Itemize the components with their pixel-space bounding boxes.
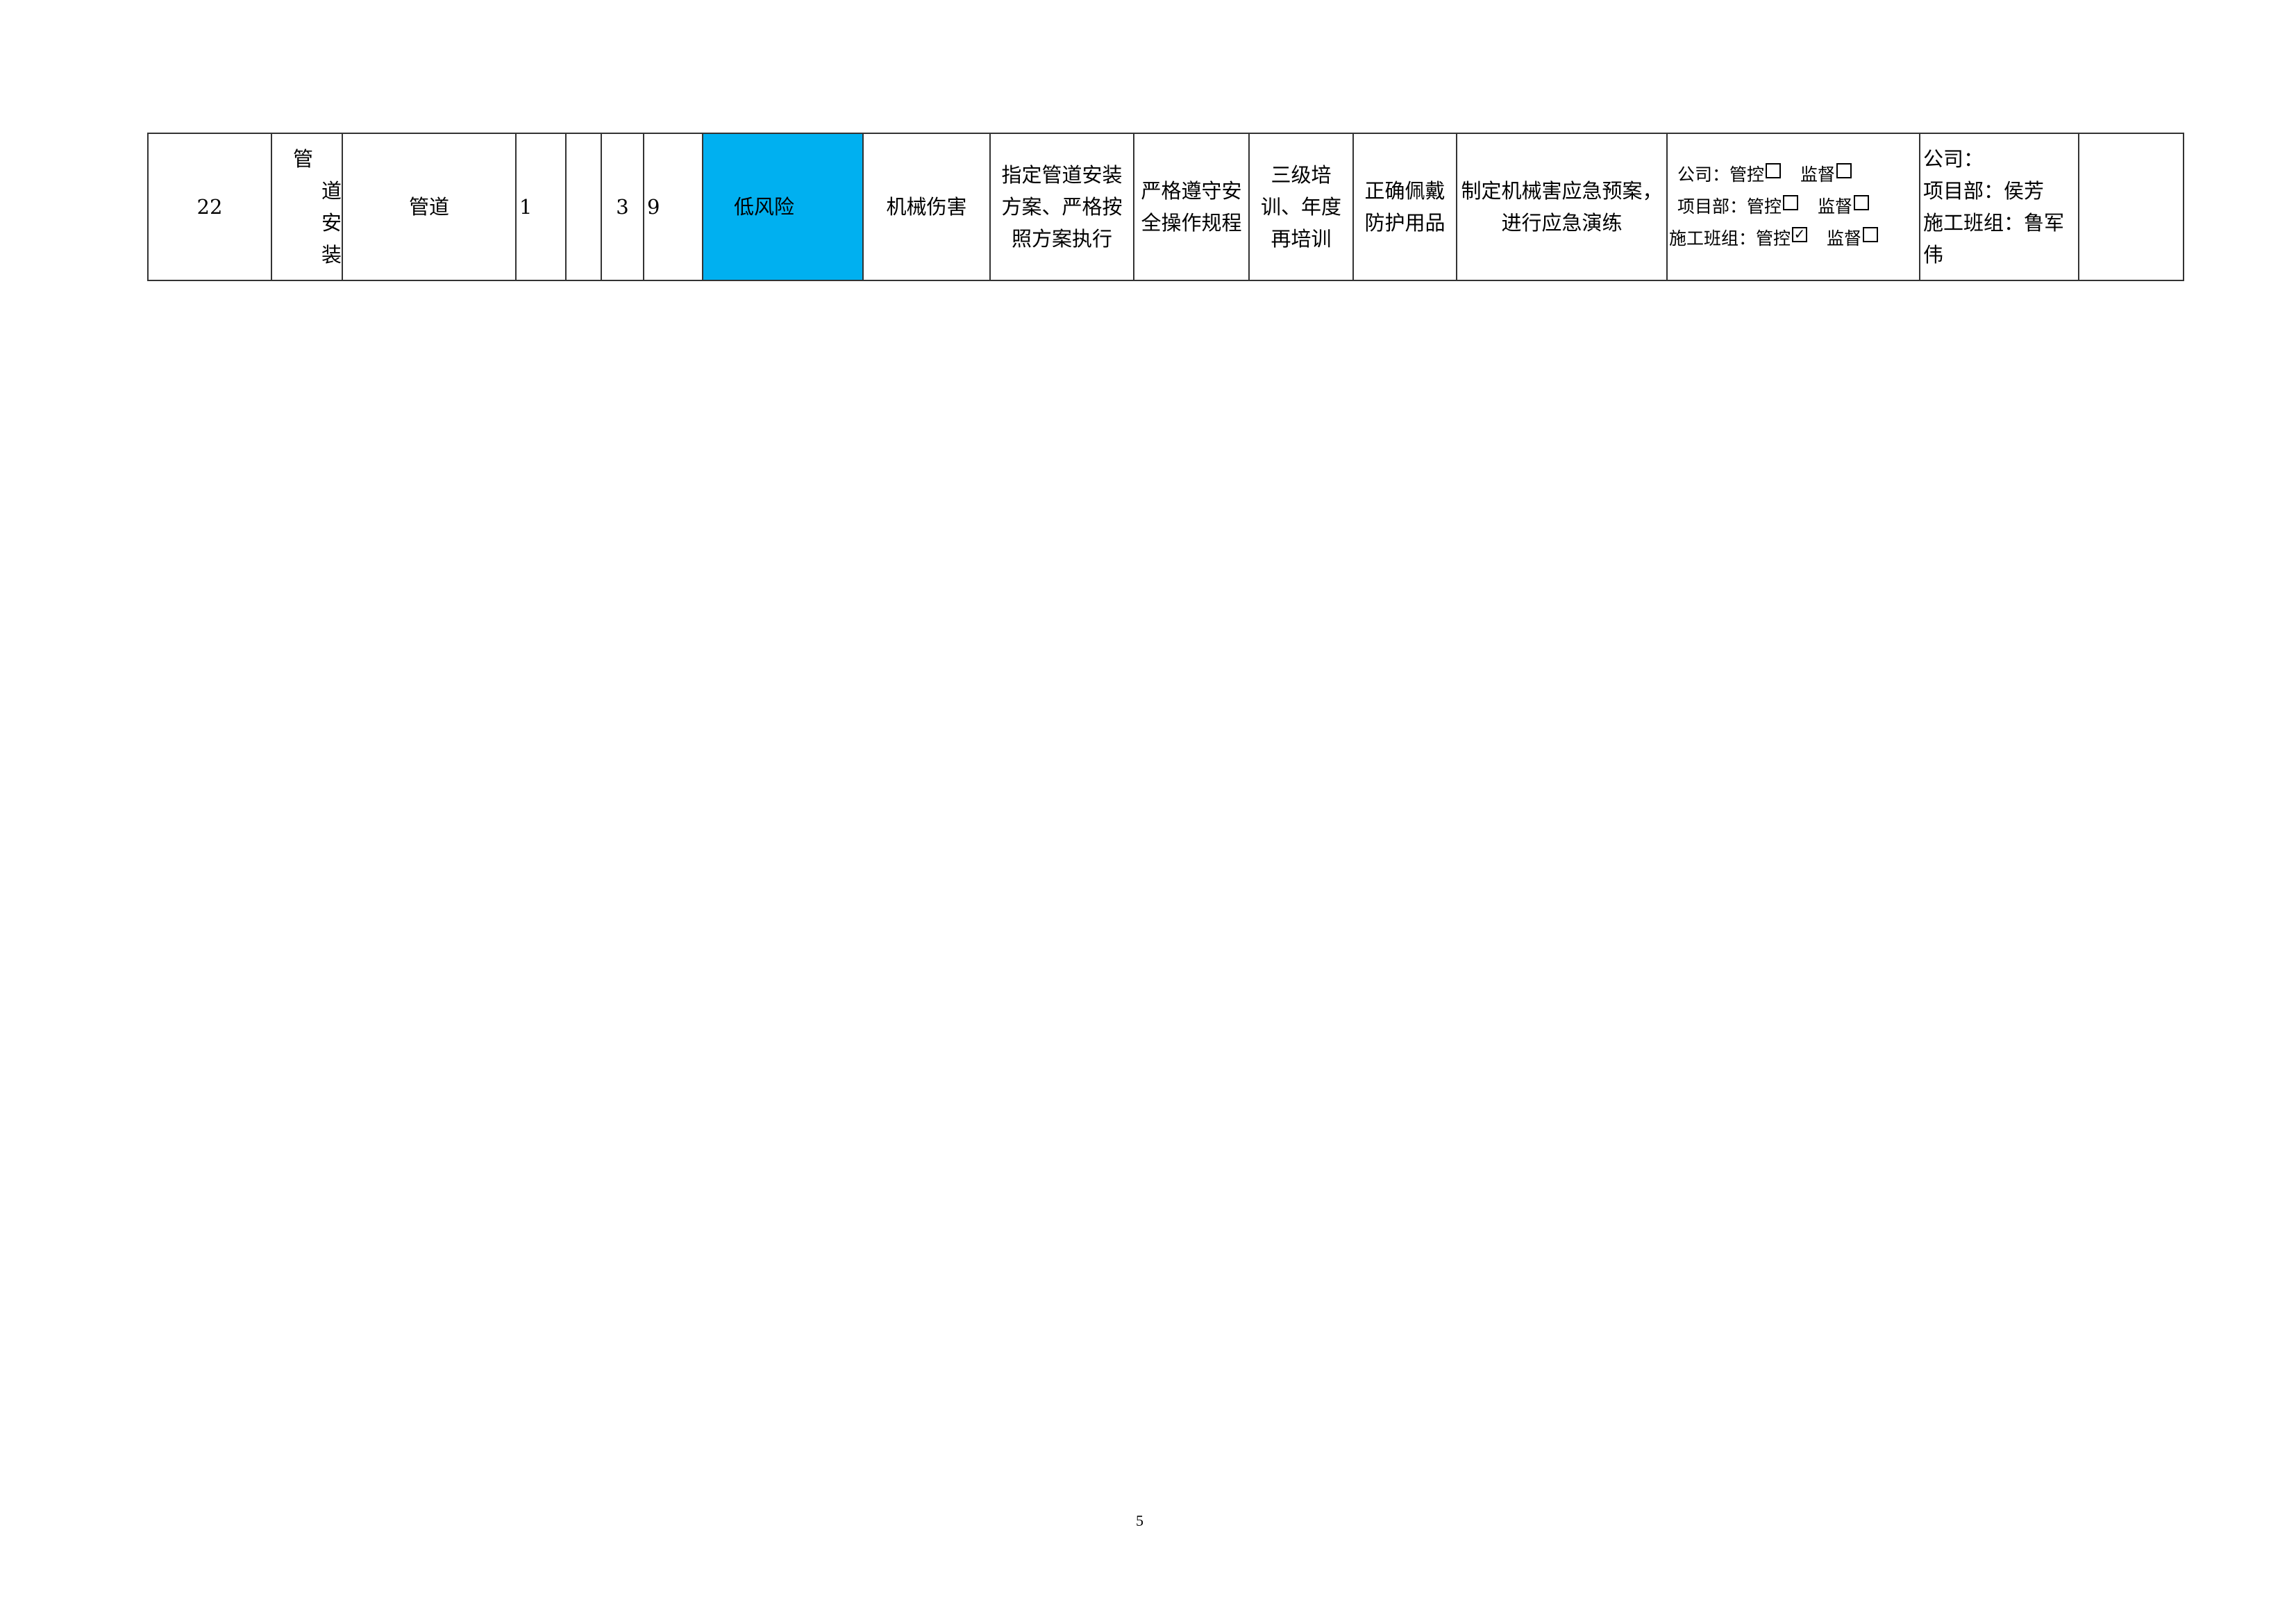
- activity-char: 道: [321, 179, 342, 203]
- activity-char: 管: [293, 147, 314, 171]
- activity-char: 安: [321, 211, 342, 235]
- management-measure: 严格遵守安全操作规程: [1133, 133, 1250, 281]
- control-level-line: 施工班组：管控 ✓ 监督: [1669, 223, 1918, 255]
- c-value: 3: [601, 133, 644, 281]
- control-label: 管控: [1747, 196, 1782, 217]
- remark-cell: [2078, 133, 2184, 281]
- engineering-measure: 指定管道安装方案、严格按照方案执行: [989, 133, 1134, 281]
- e-value: [565, 133, 602, 281]
- supervise-label: 监督: [1827, 228, 1862, 249]
- responsible-team: 施工班组：鲁军伟: [1923, 211, 2065, 267]
- ppe-measure: 正确佩戴防护用品: [1352, 133, 1457, 281]
- activity-cell: 管 道 安 装: [271, 133, 343, 281]
- control-checkbox[interactable]: [1783, 195, 1799, 210]
- risk-level: 低风险: [702, 133, 864, 281]
- control-level-line: 项目部：管控 监督: [1669, 191, 1918, 223]
- hazard-cell: 机械伤害: [862, 133, 991, 281]
- control-checkbox[interactable]: ✓: [1792, 227, 1808, 242]
- responsible-project: 项目部：侯芳: [1923, 179, 2045, 203]
- risk-table: 22 管 道 安 装 管道 1 3 9 低风险 机械伤害 指定管道安装方案、严格…: [147, 133, 2184, 281]
- control-checkbox[interactable]: [1766, 163, 1782, 178]
- control-label: 管控: [1729, 165, 1765, 185]
- supervise-checkbox[interactable]: [1854, 195, 1870, 210]
- l-value: 1: [515, 133, 567, 281]
- object-cell: 管道: [342, 133, 517, 281]
- responsible-cell: 公司： 项目部：侯芳 施工班组：鲁军伟: [1919, 133, 2079, 281]
- control-label: 管控: [1756, 228, 1791, 249]
- control-level-cell: 公司：管控 监督 项目部：管控 监督 施工班组：管控 ✓ 监督: [1666, 133, 1920, 281]
- training-measure: 三级培训、年度再培训: [1248, 133, 1354, 281]
- d-value: 9: [643, 133, 703, 281]
- responsible-company: 公司：: [1923, 147, 1984, 171]
- level-label: 施工班组：: [1669, 228, 1757, 249]
- emergency-measure: 制定机械害应急预案，进行应急演练: [1456, 133, 1668, 281]
- supervise-label: 监督: [1800, 165, 1836, 185]
- level-label: 公司：: [1677, 165, 1730, 185]
- control-level-line: 公司：管控 监督: [1669, 159, 1918, 191]
- table-row: 22 管 道 安 装 管道 1 3 9 低风险 机械伤害 指定管道安装方案、严格…: [147, 133, 2184, 281]
- supervise-checkbox[interactable]: [1863, 227, 1879, 242]
- activity-char: 装: [321, 243, 342, 267]
- supervise-label: 监督: [1818, 196, 1853, 217]
- supervise-checkbox[interactable]: [1836, 163, 1852, 178]
- level-label: 项目部：: [1677, 196, 1748, 217]
- row-index: 22: [147, 133, 272, 281]
- page-number: 5: [1136, 1512, 1143, 1529]
